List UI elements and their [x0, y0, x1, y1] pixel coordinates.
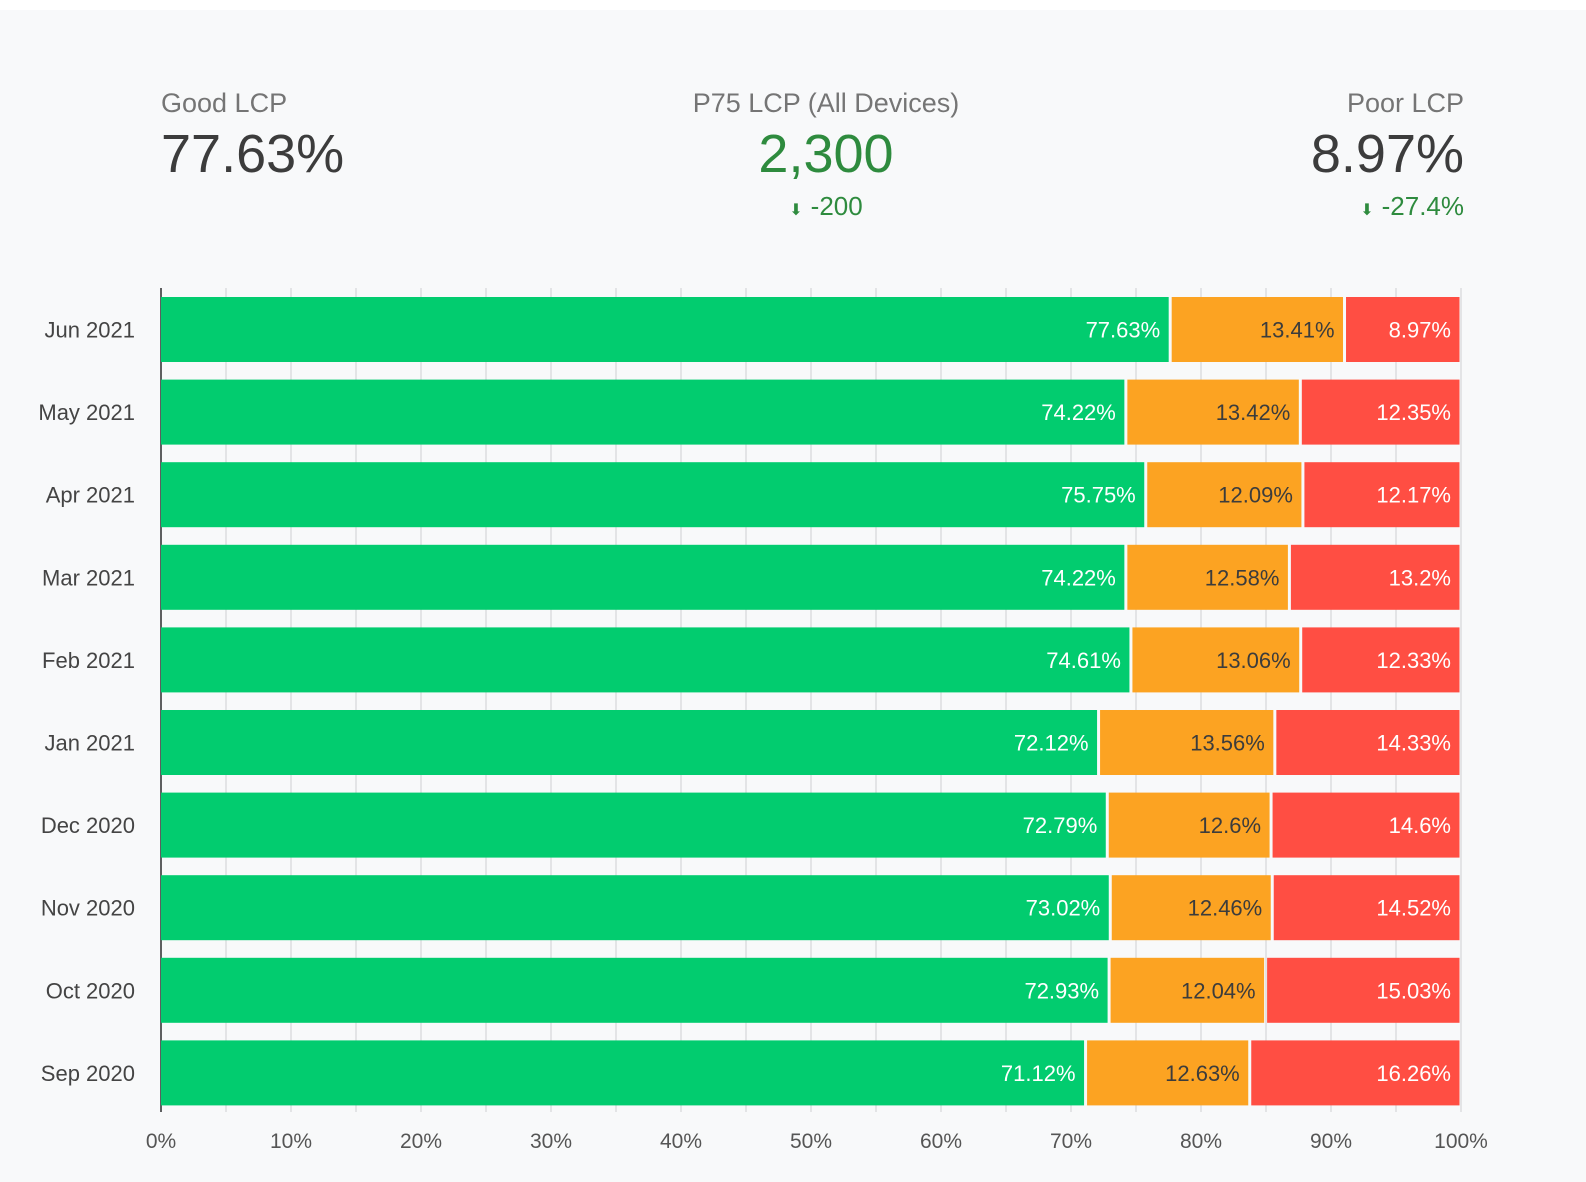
bar-segment [1110, 957, 1265, 1023]
y-tick-label: May 2021 [38, 400, 135, 425]
kpi-delta-value: -200 [810, 191, 863, 221]
kpi-label: Good LCP [161, 88, 288, 118]
arrow-down-icon: ⬇ [1360, 202, 1374, 219]
bar-segment [161, 379, 1125, 445]
bar-segment [1127, 544, 1288, 610]
data-label: 13.06% [1216, 648, 1291, 673]
x-tick-label: 50% [790, 1130, 832, 1153]
data-label: 12.6% [1199, 813, 1261, 838]
data-label: 16.26% [1376, 1061, 1451, 1086]
kpi-good-lcp: Good LCP 77.63% [161, 88, 344, 185]
data-label: 14.52% [1376, 896, 1451, 921]
kpi-p75-lcp: P75 LCP (All Devices) 2,300 ⬇ -200 [626, 88, 1026, 222]
bar-segment [1304, 462, 1460, 528]
data-label: 74.22% [1041, 400, 1116, 425]
bar-segment [1127, 379, 1299, 445]
bar-segment [161, 792, 1106, 858]
kpi-delta-value: -27.4% [1381, 191, 1464, 221]
x-tick-label: 70% [1050, 1130, 1092, 1153]
bar-segment [1290, 544, 1460, 610]
y-tick-label: Feb 2021 [42, 648, 135, 673]
kpi-delta: ⬇ -27.4% [1311, 191, 1464, 222]
data-label: 12.09% [1218, 483, 1293, 508]
bar-segment [1132, 627, 1300, 693]
y-tick-label: Nov 2020 [41, 896, 135, 921]
data-label: 12.46% [1188, 896, 1263, 921]
y-tick-label: Mar 2021 [42, 565, 135, 590]
y-tick-label: Oct 2020 [46, 978, 135, 1003]
bar-segment [1147, 462, 1302, 528]
data-label: 13.42% [1216, 400, 1291, 425]
x-tick-label: 80% [1180, 1130, 1222, 1153]
data-label: 77.63% [1086, 318, 1161, 343]
bar-segment [1171, 297, 1344, 362]
data-label: 74.22% [1041, 565, 1116, 590]
x-tick-label: 30% [530, 1130, 572, 1153]
data-label: 14.6% [1389, 813, 1451, 838]
y-tick-label: Dec 2020 [41, 813, 135, 838]
bar-segment [1108, 792, 1270, 858]
data-label: 12.04% [1181, 978, 1256, 1003]
arrow-down-icon: ⬇ [789, 202, 803, 219]
kpi-value: 77.63% [161, 124, 345, 184]
x-tick-label: 20% [400, 1130, 442, 1153]
bar-segment [1111, 875, 1271, 941]
data-label: 13.56% [1190, 731, 1265, 756]
y-tick-label: Sep 2020 [41, 1061, 135, 1086]
data-label: 13.2% [1389, 565, 1451, 590]
bar-segment [161, 1040, 1085, 1106]
bar-segment [161, 544, 1125, 610]
data-label: 13.41% [1260, 318, 1335, 343]
x-tick-label: 40% [660, 1130, 702, 1153]
kpi-poor-lcp: Poor LCP 8.97% ⬇ -27.4% [1311, 88, 1464, 222]
data-label: 12.17% [1376, 483, 1451, 508]
x-tick-label: 10% [270, 1130, 312, 1153]
x-tick-label: 100% [1434, 1130, 1488, 1153]
kpi-value: 2,300 [758, 124, 894, 184]
x-tick-label: 90% [1310, 1130, 1352, 1153]
bar-segment [161, 957, 1108, 1023]
bar-segment [161, 297, 1169, 362]
data-label: 72.12% [1014, 731, 1089, 756]
bar-segment [1267, 957, 1460, 1023]
kpi-value: 8.97% [1310, 124, 1464, 184]
data-label: 72.93% [1024, 978, 1099, 1003]
data-label: 72.79% [1023, 813, 1098, 838]
data-label: 14.33% [1376, 731, 1451, 756]
bar-segment [161, 627, 1130, 693]
bar-segment [1301, 379, 1460, 445]
bar-segment [161, 462, 1145, 528]
kpi-label: P75 LCP (All Devices) [692, 88, 960, 118]
y-tick-label: Apr 2021 [46, 483, 135, 508]
data-label: 12.35% [1376, 400, 1451, 425]
data-label: 74.61% [1046, 648, 1121, 673]
bar-segment [1251, 1040, 1460, 1106]
data-label: 75.75% [1061, 483, 1136, 508]
y-tick-label: Jan 2021 [44, 731, 135, 756]
bar-segment [1087, 1040, 1249, 1106]
bar-segment [161, 710, 1098, 775]
data-label: 15.03% [1376, 978, 1451, 1003]
data-label: 12.33% [1376, 648, 1451, 673]
bar-segment [1272, 792, 1460, 858]
x-tick-label: 60% [920, 1130, 962, 1153]
data-label: 8.97% [1389, 318, 1451, 343]
kpi-label: Poor LCP [1346, 88, 1464, 118]
y-tick-label: Jun 2021 [44, 318, 135, 343]
data-label: 71.12% [1001, 1061, 1076, 1086]
kpi-delta: ⬇ -200 [626, 191, 1026, 222]
bar-segment [1273, 875, 1460, 941]
bar-segment [1100, 710, 1274, 775]
bar-segment [1276, 710, 1460, 775]
bar-segment [1302, 627, 1460, 693]
bar-segment [161, 875, 1109, 941]
x-tick-label: 0% [146, 1130, 176, 1153]
bar-segment [1346, 297, 1460, 362]
data-label: 73.02% [1026, 896, 1101, 921]
data-label: 12.58% [1205, 565, 1280, 590]
data-label: 12.63% [1165, 1061, 1240, 1086]
